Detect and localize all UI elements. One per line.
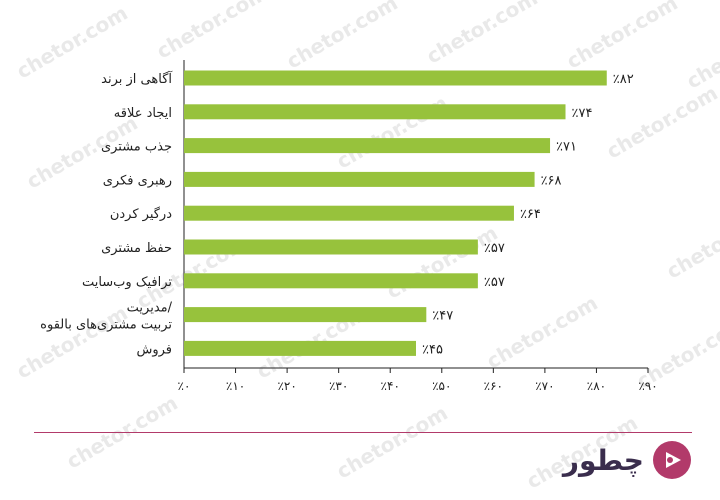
x-tick-label: ٪۴۰ (381, 379, 400, 393)
data-label: ٪۶۸ (541, 173, 562, 188)
brand: چطور (563, 440, 692, 480)
bar (184, 239, 478, 255)
category-label: حفظ مشتری (101, 241, 172, 256)
footer-divider (34, 432, 692, 433)
bar (184, 171, 535, 187)
category-label: درگیر کردن (110, 206, 172, 222)
x-tick-label: ٪۷۰ (535, 379, 554, 393)
bar (184, 340, 416, 356)
category-label: جذب مشتری (101, 140, 172, 155)
x-tick-label: ٪۲۰ (277, 379, 296, 393)
chetor-logo-icon (653, 441, 691, 479)
data-label: ٪۵۷ (484, 241, 505, 256)
bar (184, 70, 607, 86)
x-tick-label: ٪۰ (178, 379, 191, 393)
x-tick-label: ٪۵۰ (432, 379, 451, 393)
category-label: رهبری فکری (103, 173, 172, 188)
bar (184, 138, 551, 154)
category-label: ترافیک وب‌سایت (82, 275, 172, 290)
category-label: فروش (136, 342, 172, 357)
data-label: ٪۶۴ (520, 207, 541, 222)
bar (184, 205, 514, 221)
data-label: ٪۵۷ (484, 275, 505, 290)
data-label: ٪۷۴ (572, 106, 593, 121)
bar (184, 307, 427, 323)
x-tick-label: ٪۸۰ (587, 379, 606, 393)
category-label: آگاهی از برند (101, 70, 173, 87)
x-tick-label: ٪۳۰ (329, 379, 348, 393)
category-label: ایجاد علاقه (114, 106, 172, 121)
bar (184, 104, 566, 120)
data-label: ٪۴۷ (432, 309, 453, 324)
bar (184, 273, 478, 289)
brand-name: چطور (562, 443, 644, 477)
data-label: ٪۷۱ (556, 140, 577, 155)
x-tick-label: ٪۹۰ (638, 379, 657, 393)
category-label: مدیریت/تربیت مشتری‌های بالقوه (40, 301, 172, 333)
data-label: ٪۴۵ (422, 342, 443, 357)
x-tick-label: ٪۱۰ (226, 379, 245, 393)
x-tick-label: ٪۶۰ (484, 379, 503, 393)
data-label: ٪۸۲ (613, 72, 634, 87)
